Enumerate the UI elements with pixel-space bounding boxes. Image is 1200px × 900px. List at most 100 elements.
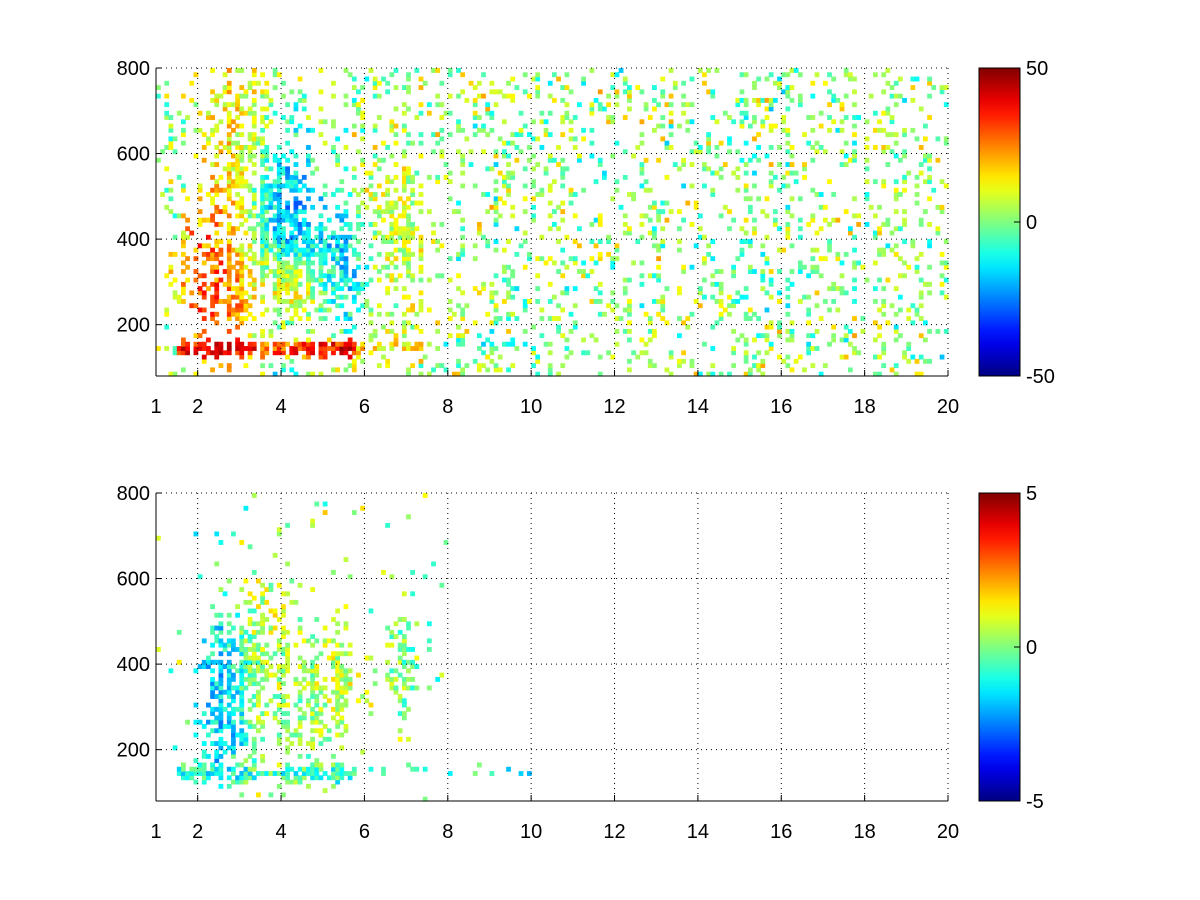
heatmap-cell bbox=[364, 281, 370, 287]
heatmap-cell bbox=[385, 625, 391, 631]
heatmap-cell bbox=[347, 346, 353, 351]
heatmap-cell bbox=[310, 642, 315, 648]
heatmap-cell bbox=[181, 234, 186, 240]
heatmap-cell bbox=[206, 775, 211, 781]
heatmap-cell bbox=[697, 234, 703, 240]
heatmap-cell bbox=[201, 762, 207, 768]
heatmap-cell bbox=[410, 676, 416, 682]
heatmap-cell bbox=[393, 337, 399, 343]
heatmap-cell bbox=[401, 247, 407, 253]
heatmap-cell bbox=[256, 792, 261, 798]
heatmap-cell bbox=[581, 337, 586, 343]
heatmap-cell bbox=[247, 247, 253, 253]
heatmap-cell bbox=[251, 123, 257, 129]
heatmap-cell bbox=[264, 642, 270, 648]
heatmap-cell bbox=[285, 745, 290, 751]
heatmap-cell bbox=[627, 97, 632, 103]
heatmap-cell bbox=[260, 127, 265, 133]
heatmap-cell bbox=[806, 273, 812, 279]
heatmap-cell bbox=[239, 664, 245, 669]
heatmap-cell bbox=[231, 664, 236, 669]
heatmap-cell bbox=[406, 685, 411, 691]
heatmap-cell bbox=[231, 183, 236, 189]
heatmap-cell bbox=[485, 239, 491, 244]
heatmap-cell bbox=[322, 642, 328, 648]
heatmap-cell bbox=[239, 251, 245, 257]
heatmap-cell bbox=[702, 234, 707, 240]
heatmap-cell bbox=[368, 711, 374, 717]
heatmap-cell bbox=[243, 676, 249, 682]
heatmap-cell bbox=[356, 102, 361, 108]
heatmap-cell bbox=[339, 672, 345, 678]
heatmap-cell bbox=[718, 166, 724, 172]
heatmap-cell bbox=[614, 187, 620, 193]
heatmap-cell bbox=[747, 239, 753, 244]
heatmap-cell bbox=[664, 174, 670, 180]
heatmap-cell bbox=[243, 741, 249, 746]
heatmap-cell bbox=[564, 354, 570, 360]
heatmap-cell bbox=[610, 354, 616, 360]
heatmap-cell bbox=[439, 582, 445, 588]
heatmap-cell bbox=[251, 136, 257, 142]
heatmap-cell bbox=[297, 341, 303, 347]
heatmap-cell bbox=[927, 328, 932, 334]
heatmap-cell bbox=[647, 320, 653, 326]
heatmap-cell bbox=[485, 367, 491, 373]
heatmap-cell bbox=[927, 239, 932, 244]
heatmap-cell bbox=[385, 328, 391, 334]
heatmap-cell bbox=[535, 256, 541, 262]
heatmap-cell bbox=[256, 728, 261, 734]
heatmap-cell bbox=[218, 140, 224, 146]
heatmap-cell bbox=[627, 358, 632, 364]
heatmap-cell bbox=[893, 140, 899, 146]
heatmap-cell bbox=[214, 269, 220, 274]
heatmap-cell bbox=[439, 672, 445, 678]
heatmap-cell bbox=[272, 320, 278, 326]
heatmap-cell bbox=[897, 333, 903, 339]
heatmap-cell bbox=[760, 363, 766, 369]
heatmap-cell bbox=[214, 612, 220, 618]
heatmap-cell bbox=[818, 226, 824, 232]
heatmap-cell bbox=[460, 367, 466, 373]
heatmap-cell bbox=[326, 307, 332, 313]
heatmap-cell bbox=[197, 222, 203, 227]
heatmap-cell bbox=[356, 256, 361, 262]
heatmap-cell bbox=[276, 179, 282, 185]
heatmap-cell bbox=[564, 264, 570, 270]
heatmap-cell bbox=[214, 634, 220, 640]
heatmap-cell bbox=[247, 209, 253, 215]
heatmap-cell bbox=[285, 522, 290, 528]
heatmap-cell bbox=[897, 307, 903, 313]
heatmap-cell bbox=[276, 264, 282, 270]
heatmap-cell bbox=[510, 97, 516, 103]
heatmap-cell bbox=[743, 187, 749, 193]
heatmap-cell bbox=[260, 162, 265, 167]
heatmap-cell bbox=[381, 140, 386, 146]
heatmap-cell bbox=[226, 230, 232, 236]
heatmap-cell bbox=[622, 290, 628, 296]
heatmap-cell bbox=[401, 642, 407, 648]
heatmap-cell bbox=[614, 328, 620, 334]
heatmap-cell bbox=[235, 277, 240, 283]
heatmap-cell bbox=[764, 260, 770, 266]
heatmap-cell bbox=[685, 102, 691, 108]
heatmap-cell bbox=[231, 779, 236, 785]
heatmap-cell bbox=[239, 736, 245, 742]
heatmap-cell bbox=[264, 145, 270, 150]
heatmap-cell bbox=[226, 174, 232, 180]
heatmap-cell bbox=[777, 80, 782, 86]
heatmap-cell bbox=[777, 247, 782, 253]
heatmap-cell bbox=[260, 612, 265, 618]
heatmap-cell bbox=[843, 115, 849, 120]
heatmap-cell bbox=[293, 200, 299, 206]
heatmap-cell bbox=[276, 281, 282, 287]
heatmap-cell bbox=[818, 204, 824, 210]
heatmap-cell bbox=[360, 286, 366, 292]
heatmap-cell bbox=[276, 694, 282, 699]
heatmap-cell bbox=[285, 217, 290, 223]
heatmap-cells bbox=[156, 493, 532, 802]
heatmap-cell bbox=[214, 706, 220, 712]
heatmap-cell bbox=[347, 192, 353, 197]
heatmap-cell bbox=[310, 771, 315, 776]
heatmap-cell bbox=[289, 269, 295, 274]
